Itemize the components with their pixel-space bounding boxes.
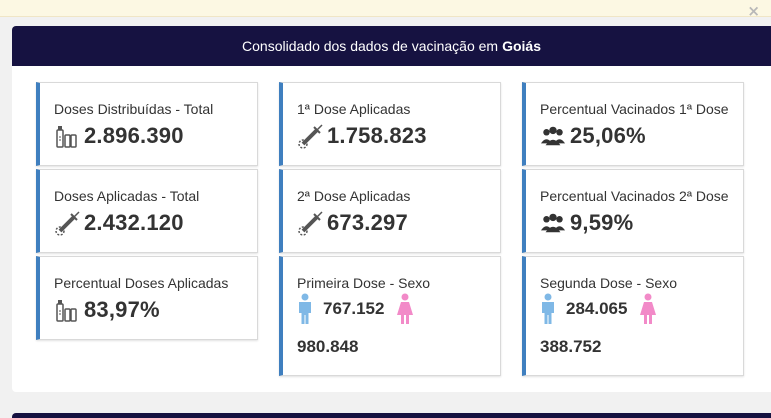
card-doses-aplicadas: Doses Aplicadas - Total 2.432.120 bbox=[36, 169, 258, 253]
panel-header: Consolidado dos dados de vacinação em Go… bbox=[12, 26, 771, 66]
people-group-icon bbox=[540, 213, 566, 233]
syringe-icon bbox=[298, 211, 323, 236]
card-label: Primeira Dose - Sexo bbox=[297, 275, 431, 291]
card-label: Segunda Dose - Sexo bbox=[540, 275, 677, 291]
close-icon[interactable]: × bbox=[747, 2, 760, 20]
card-doses-distribuidas: Doses Distribuídas - Total 2.896.390 bbox=[36, 82, 258, 166]
card-label: Percentual Doses Aplicadas bbox=[54, 275, 229, 291]
card-primeira-dose-sexo: Primeira Dose - Sexo 767.152 980.848 bbox=[279, 256, 501, 376]
vaccination-panel: Consolidado dos dados de vacinação em Go… bbox=[12, 26, 771, 392]
panel-title-region: Goiás bbox=[502, 38, 541, 54]
notice-bar: × bbox=[0, 0, 771, 20]
male-value: 284.065 bbox=[566, 299, 628, 318]
card-label: Percentual Vacinados 1ª Dose bbox=[540, 101, 729, 117]
card-value: 83,97% bbox=[84, 297, 160, 322]
syringe-icon bbox=[298, 124, 323, 149]
vaccine-vials-icon bbox=[56, 126, 77, 148]
card-value: 9,59% bbox=[570, 210, 634, 235]
card-value: 2.896.390 bbox=[84, 123, 184, 148]
card-label: Percentual Vacinados 2ª Dose bbox=[540, 188, 729, 204]
card-label: 2ª Dose Aplicadas bbox=[297, 188, 411, 204]
male-value: 767.152 bbox=[323, 299, 385, 318]
male-icon bbox=[542, 293, 554, 324]
card-segunda-dose-sexo: Segunda Dose - Sexo 284.065 388.752 bbox=[522, 256, 744, 376]
female-value: 980.848 bbox=[297, 337, 359, 356]
female-icon bbox=[397, 293, 414, 324]
card-segunda-dose: 2ª Dose Aplicadas 673.297 bbox=[279, 169, 501, 253]
card-primeira-dose: 1ª Dose Aplicadas 1.758.823 bbox=[279, 82, 501, 166]
female-icon bbox=[640, 293, 657, 324]
vaccine-vials-icon bbox=[56, 300, 77, 322]
card-value: 2.432.120 bbox=[84, 210, 184, 235]
card-label: Doses Distribuídas - Total bbox=[54, 101, 214, 117]
card-value: 1.758.823 bbox=[327, 123, 427, 148]
card-label: 1ª Dose Aplicadas bbox=[297, 101, 411, 117]
card-percentual-vacinados-1: Percentual Vacinados 1ª Dose 25,06% bbox=[522, 82, 744, 166]
next-panel-header bbox=[12, 413, 771, 418]
male-icon bbox=[299, 293, 311, 324]
card-percentual-doses: Percentual Doses Aplicadas 83,97% bbox=[36, 256, 258, 340]
panel-title: Consolidado dos dados de vacinação em bbox=[242, 38, 499, 54]
card-percentual-vacinados-2: Percentual Vacinados 2ª Dose 9,59% bbox=[522, 169, 744, 253]
card-label: Doses Aplicadas - Total bbox=[54, 188, 200, 204]
card-value: 673.297 bbox=[327, 210, 408, 235]
card-value: 25,06% bbox=[570, 123, 646, 148]
people-group-icon bbox=[540, 126, 566, 146]
female-value: 388.752 bbox=[540, 337, 602, 356]
syringe-icon bbox=[55, 211, 80, 236]
